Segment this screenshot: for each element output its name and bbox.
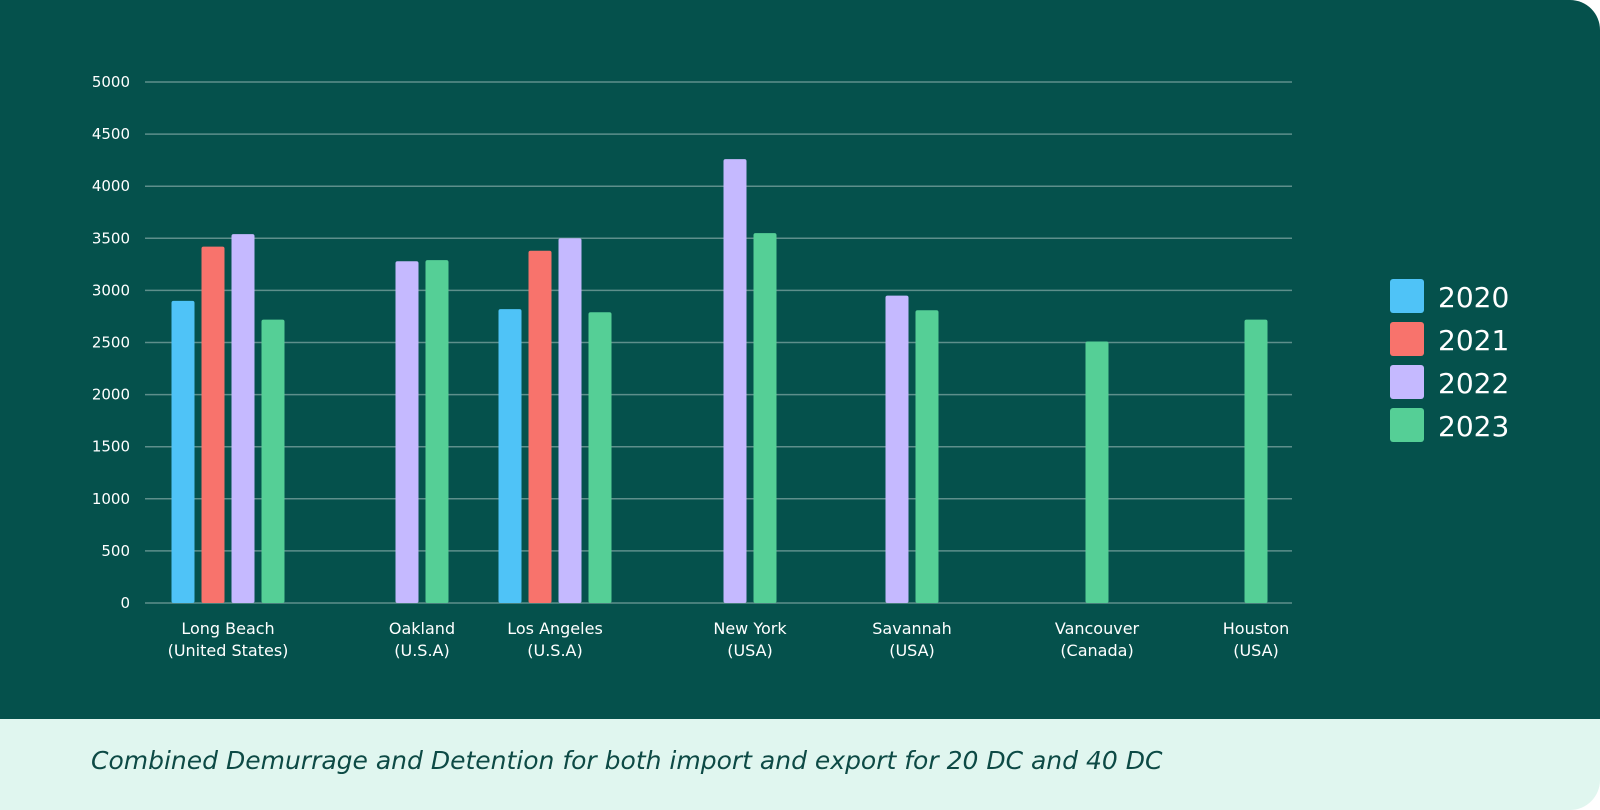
x-tick-label: (USA) [1233,641,1279,660]
y-tick-label: 2000 [92,386,130,404]
y-tick-label: 500 [101,542,130,560]
legend-label: 2023 [1438,410,1509,443]
y-tick-label: 4000 [92,177,130,195]
x-tick-label: (U.S.A) [394,641,449,660]
bar-2021 [201,246,225,604]
x-tick-label: Vancouver [1055,619,1140,638]
bar-2022 [395,261,419,603]
legend-swatch [1390,279,1424,313]
x-tick-label: Savannah [872,619,951,638]
x-tick-label: (U.S.A) [527,641,582,660]
x-tick-label: (USA) [727,641,773,660]
bar-2023 [588,312,612,603]
x-tick-label: Los Angeles [507,619,603,638]
y-tick-label: 1500 [92,438,130,456]
bar-2022 [558,238,582,604]
legend-label: 2021 [1438,324,1509,357]
legend-label: 2020 [1438,281,1509,314]
chart-panel: 0 500 1000 1500 2000 2500 3000 3500 4000 4500 5000… [0,0,1600,719]
bar-2021 [528,250,552,603]
legend-label: 2022 [1438,367,1509,400]
bar-2020 [498,309,522,603]
x-tick-label: Houston [1223,619,1290,638]
legend-swatch [1390,322,1424,356]
y-tick-label: 2500 [92,334,130,352]
legend-swatch [1390,408,1424,442]
bar-chart: 0 500 1000 1500 2000 2500 3000 3500 4000 4500 5000… [92,73,1509,660]
y-tick-label: 5000 [92,73,130,91]
y-tick-label: 3000 [92,281,130,299]
caption-bar [0,719,1600,810]
bar-2022 [231,234,255,603]
x-tick-label: (USA) [889,641,935,660]
y-tick-label: 1000 [92,490,130,508]
x-tick-label: New York [713,619,787,638]
bar-2022 [885,295,909,603]
x-tick-label: (Canada) [1060,641,1133,660]
bar-2023 [1244,319,1268,603]
x-tick-label: (United States) [168,641,289,660]
bar-2020 [171,300,195,603]
x-tick-label: Long Beach [181,619,274,638]
bar-2023 [1085,341,1109,603]
y-tick-label: 4500 [92,125,130,143]
bar-2023 [261,319,285,603]
bar-2023 [425,260,449,603]
bar-2022 [723,159,747,603]
y-tick-label: 0 [120,594,130,612]
chart-caption: Combined Demurrage and Detention for bot… [91,746,1163,775]
bar-2023 [915,310,939,603]
legend-swatch [1390,365,1424,399]
bar-2023 [753,233,777,603]
y-tick-label: 3500 [92,229,130,247]
x-tick-label: Oakland [389,619,455,638]
